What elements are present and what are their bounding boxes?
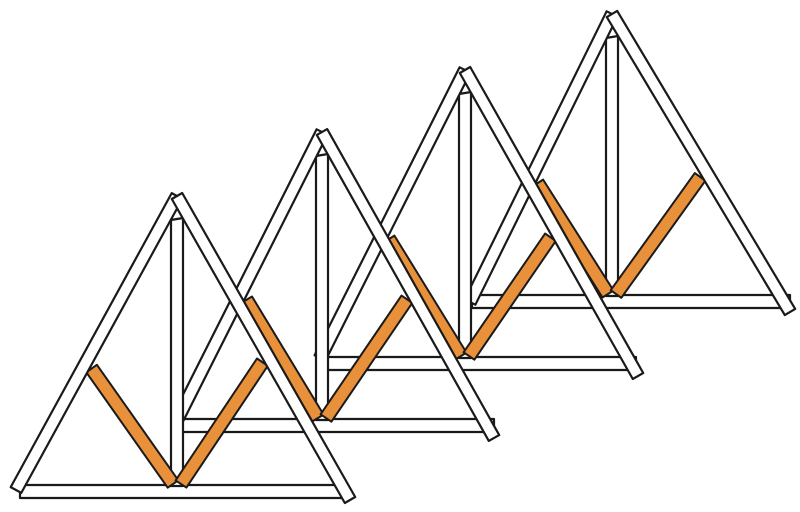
- king-post: [457, 90, 473, 360]
- web-brace-left: [85, 363, 180, 489]
- rafter-right: [458, 65, 645, 381]
- rafter-right: [170, 191, 357, 505]
- king-post: [314, 152, 330, 422]
- king-post: [169, 216, 185, 488]
- tie-beam: [470, 293, 792, 310]
- rafter-right: [315, 128, 501, 442]
- truss-1: [463, 9, 797, 317]
- truss-4: [9, 191, 357, 505]
- web-brace-right: [609, 172, 707, 299]
- truss-3: [171, 128, 501, 442]
- king-post: [604, 34, 620, 298]
- truss-2: [313, 65, 645, 381]
- web-brace-left: [239, 295, 325, 423]
- rafter-right: [605, 9, 797, 317]
